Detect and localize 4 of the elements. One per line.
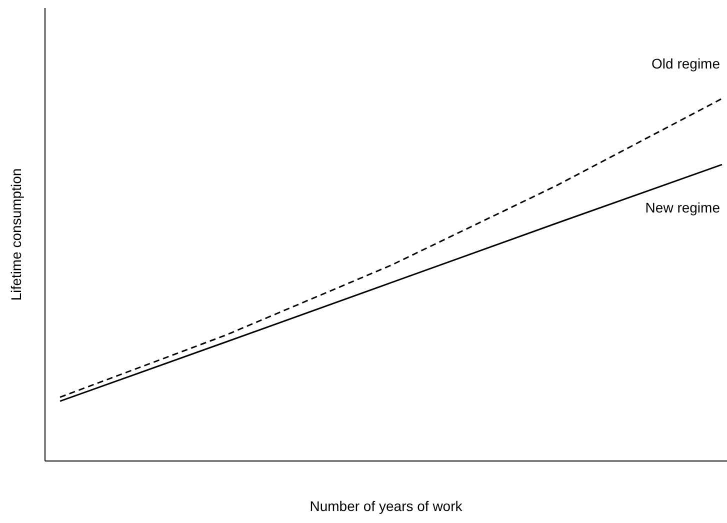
series-label: Old regime: [652, 56, 720, 72]
x-axis-title: Number of years of work: [310, 498, 464, 514]
series-label: New regime: [645, 200, 720, 216]
y-axis-title: Lifetime consumption: [8, 168, 24, 301]
